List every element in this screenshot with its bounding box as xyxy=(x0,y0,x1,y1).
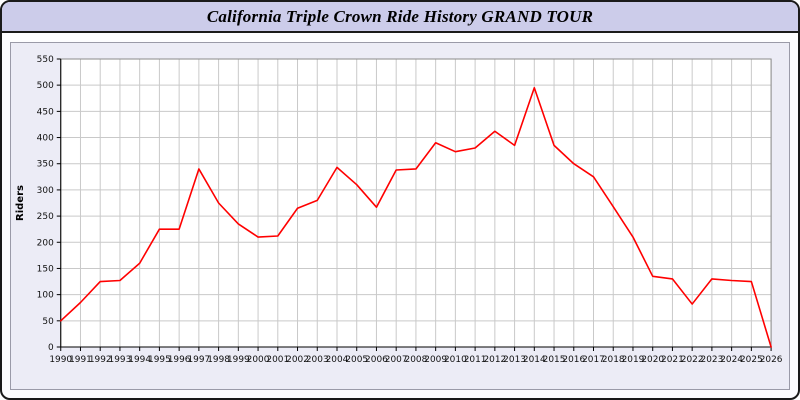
x-tick-label: 2014 xyxy=(523,355,546,365)
x-tick-label: 2024 xyxy=(720,355,743,365)
x-tick-label: 1998 xyxy=(207,355,230,365)
y-axis-label: Riders xyxy=(15,185,26,221)
x-tick-label: 1993 xyxy=(109,355,132,365)
x-tick-label: 1997 xyxy=(187,355,210,365)
y-tick-label: 300 xyxy=(37,186,54,196)
x-tick-label: 2001 xyxy=(266,355,289,365)
x-tick-label: 2022 xyxy=(681,355,704,365)
y-tick-label: 150 xyxy=(37,264,54,274)
x-tick-label: 2015 xyxy=(543,355,566,365)
x-tick-label: 2017 xyxy=(582,355,605,365)
y-tick-label: 250 xyxy=(37,212,54,222)
title-bar: California Triple Crown Ride History GRA… xyxy=(2,2,798,33)
y-tick-label: 400 xyxy=(37,134,54,144)
x-tick-label: 2023 xyxy=(701,355,724,365)
x-tick-label: 2002 xyxy=(286,355,309,365)
x-tick-label: 2016 xyxy=(562,355,585,365)
x-tick-label: 1991 xyxy=(69,355,92,365)
x-tick-label: 2012 xyxy=(483,355,506,365)
x-tick-label: 2019 xyxy=(622,355,645,365)
x-tick-label: 1994 xyxy=(128,355,151,365)
x-tick-label: 2013 xyxy=(503,355,526,365)
x-tick-label: 2018 xyxy=(602,355,625,365)
x-tick-label: 2004 xyxy=(326,355,349,365)
x-tick-label: 1992 xyxy=(89,355,112,365)
x-tick-label: 2006 xyxy=(365,355,388,365)
y-tick-label: 0 xyxy=(48,343,54,353)
x-tick-label: 2020 xyxy=(641,355,664,365)
y-tick-label: 350 xyxy=(37,160,54,170)
y-tick-label: 500 xyxy=(37,81,54,91)
y-tick-label: 50 xyxy=(42,317,54,327)
x-tick-label: 2005 xyxy=(345,355,368,365)
x-tick-label: 1995 xyxy=(148,355,171,365)
riders-line-chart: 0501001502002503003504004505005501990199… xyxy=(15,55,783,365)
x-tick-label: 2010 xyxy=(444,355,467,365)
chart-panel: 0 50 100 150 200 250 300 350 400 450 500 550 1990 199… xyxy=(10,42,790,390)
y-tick-label: 200 xyxy=(37,238,54,248)
y-tick-label: 100 xyxy=(37,291,54,301)
x-tick-label: 1996 xyxy=(168,355,191,365)
x-tick-label: 2007 xyxy=(385,355,408,365)
x-tick-label: 2011 xyxy=(464,355,487,365)
x-tick-label: 2026 xyxy=(760,355,783,365)
x-tick-label: 2009 xyxy=(424,355,447,365)
x-tick-label: 2008 xyxy=(405,355,428,365)
x-tick-label: 1999 xyxy=(227,355,250,365)
x-tick-label: 2021 xyxy=(661,355,684,365)
x-tick-label: 2000 xyxy=(247,355,270,365)
chart-title: California Triple Crown Ride History GRA… xyxy=(206,6,594,26)
y-tick-label: 450 xyxy=(37,107,54,117)
x-tick-label: 2025 xyxy=(740,355,763,365)
x-tick-label: 1990 xyxy=(49,355,72,365)
x-tick-label: 2003 xyxy=(306,355,329,365)
y-tick-label: 550 xyxy=(37,55,54,65)
riders-series-line xyxy=(59,86,772,348)
